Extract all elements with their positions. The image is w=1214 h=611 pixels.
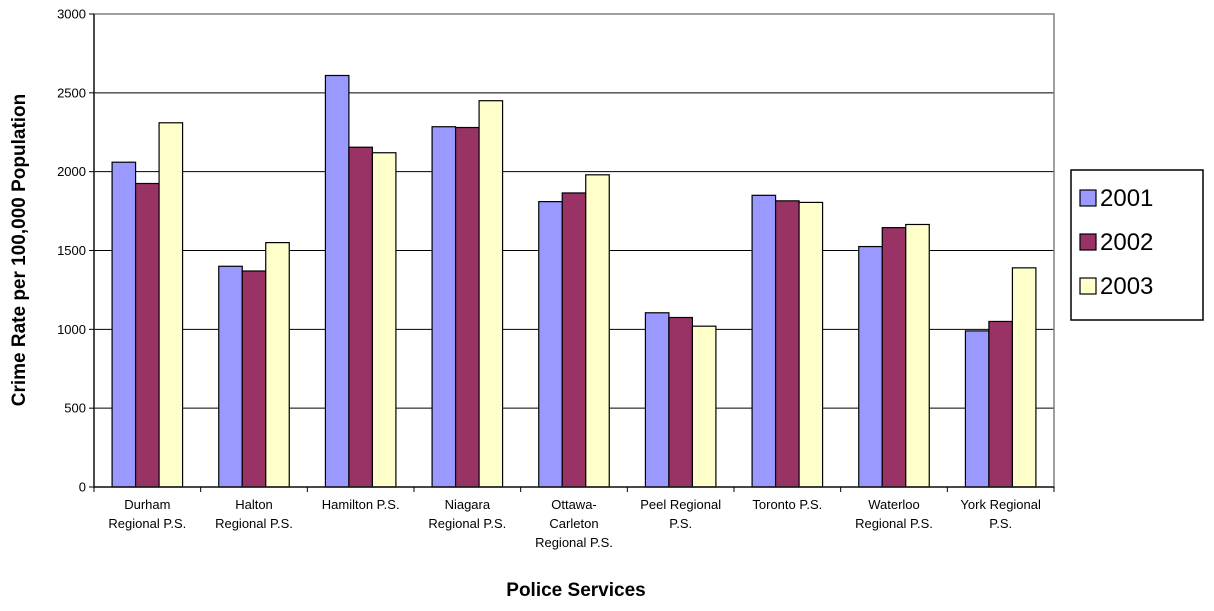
bar-2002: [348, 146, 374, 488]
bar-2003: [1011, 267, 1037, 488]
bar-2001: [858, 245, 883, 488]
bar-2002: [881, 227, 907, 488]
legend-swatch: [1079, 189, 1097, 207]
x-category-label: Waterloo Regional P.S.: [855, 497, 933, 531]
bar-2002: [668, 316, 694, 488]
bar-2001: [111, 161, 137, 488]
x-category-label: York Regional P.S.: [960, 497, 1041, 531]
bar-2003: [905, 223, 930, 488]
bars: [111, 74, 1037, 488]
y-tick-label: 3000: [57, 7, 86, 22]
bar-2001: [218, 265, 243, 488]
legend-label: 2003: [1100, 273, 1153, 300]
x-category-label: Niagara Regional P.S.: [428, 497, 506, 531]
x-category-label: Hamilton P.S.: [322, 497, 400, 512]
axes: [89, 13, 1055, 492]
legend-label: 2001: [1100, 185, 1153, 212]
bar-2002: [241, 270, 267, 488]
y-tick-label: 2000: [57, 164, 86, 179]
bar-2003: [798, 201, 824, 488]
bar-2001: [431, 126, 457, 488]
bar-2003: [585, 174, 610, 488]
bar-2002: [454, 126, 480, 488]
x-category-labels: Durham Regional P.S. Halton Regional P.S. Ha…: [108, 497, 1041, 550]
legend-swatch: [1079, 233, 1097, 251]
x-axis-title: Police Services: [506, 580, 645, 601]
bar-2003: [691, 325, 717, 488]
x-category-label: Durham Regional P.S.: [108, 497, 186, 531]
x-category-label: Toronto P.S.: [752, 497, 822, 512]
bar-2003: [478, 100, 504, 488]
bar-2001: [324, 74, 350, 488]
bar-2001: [751, 194, 777, 488]
y-tick-label: 1000: [57, 322, 86, 337]
bar-2003: [371, 152, 397, 488]
bar-2002: [134, 182, 160, 488]
y-tick-label: 1500: [57, 243, 86, 258]
bar-2001: [644, 312, 670, 488]
x-category-label: Halton Regional P.S.: [215, 497, 293, 531]
y-tick-label: 0: [79, 480, 86, 495]
bar-2003: [158, 122, 184, 488]
legend: 2001 2002 2003: [1070, 169, 1204, 321]
x-category-label: Ottawa-Carleton Regional P.S.: [535, 497, 613, 550]
bar-2001: [538, 201, 563, 488]
y-tick-label: 2500: [57, 85, 86, 100]
y-axis-title: Crime Rate per 100,000 Population: [9, 94, 30, 407]
bar-2002: [561, 192, 587, 488]
bar-2002: [988, 320, 1014, 488]
y-tick-label: 500: [64, 401, 86, 416]
y-tick-labels: 0 500 1000 1500 2000 2500 3000: [57, 7, 86, 495]
legend-label: 2002: [1100, 229, 1153, 256]
bar-2001: [964, 330, 990, 488]
legend-swatch: [1079, 277, 1097, 295]
bar-2002: [774, 200, 800, 488]
bar-2003: [265, 242, 290, 488]
x-category-label: Peel Regional P.S.: [640, 497, 721, 531]
